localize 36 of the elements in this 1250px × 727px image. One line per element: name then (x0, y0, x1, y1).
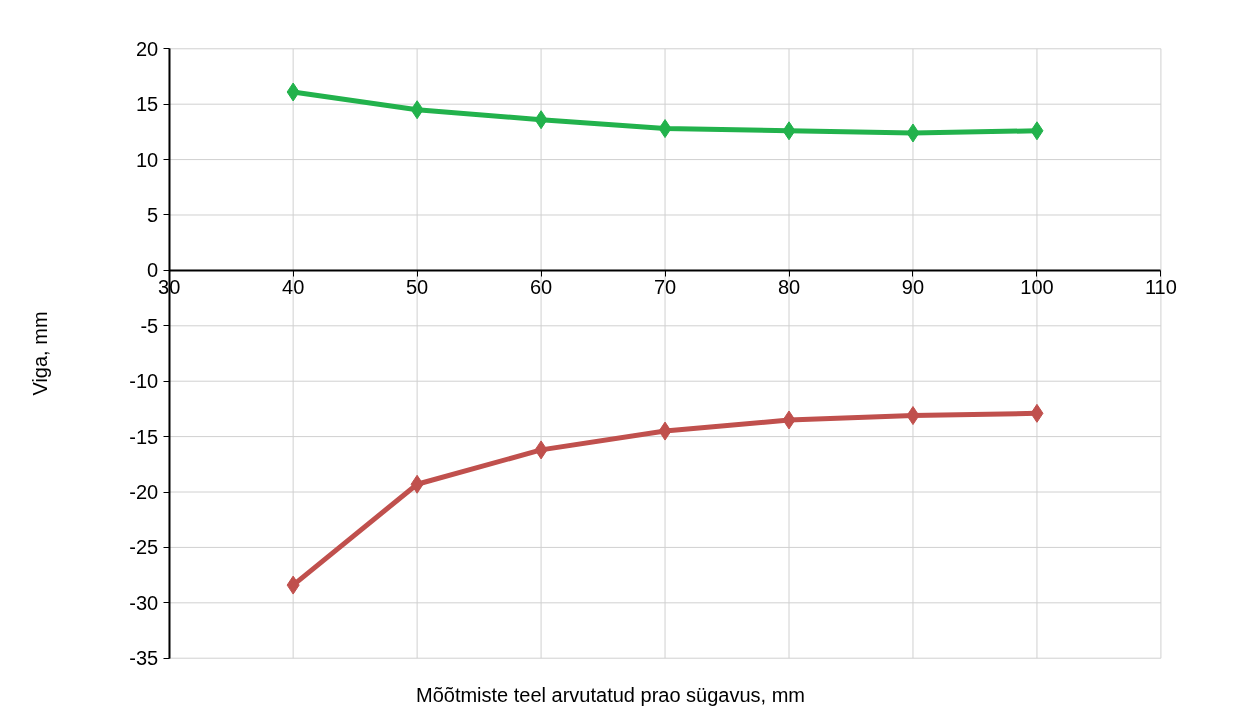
x-tick-label: 50 (405, 276, 429, 299)
point (286, 575, 300, 595)
point (410, 100, 424, 120)
y-tick-label: -15 (129, 425, 159, 448)
point (906, 123, 920, 143)
point (658, 119, 672, 139)
point (906, 406, 920, 426)
y-tick-label: -25 (129, 536, 159, 559)
y-tick-label: 5 (147, 203, 159, 226)
y-tick-label: 20 (135, 37, 159, 60)
y-axis-title: Viga, mm (29, 311, 52, 396)
x-tick-label: 70 (653, 276, 677, 299)
point (658, 421, 672, 441)
x-tick-label: 80 (777, 276, 801, 299)
y-tick-label: -10 (129, 370, 159, 393)
y-tick-label: -20 (129, 481, 159, 504)
y-tick-label: 0 (147, 259, 159, 282)
y-tick-label: 15 (135, 93, 159, 116)
point (1030, 403, 1044, 423)
y-tick-label: -35 (129, 647, 159, 670)
x-tick-label: 90 (901, 276, 925, 299)
x-axis-title: Mõõtmiste teel arvutatud prao sügavus, mm (415, 683, 806, 706)
point (534, 110, 548, 130)
x-tick-label: 60 (529, 276, 553, 299)
x-tick-label: 40 (282, 276, 305, 299)
point (782, 121, 796, 141)
point (286, 82, 300, 102)
point (534, 440, 548, 460)
point (1030, 121, 1044, 141)
x-tick-label: 100 (1020, 276, 1054, 299)
y-tick-label: 10 (135, 148, 159, 171)
y-tick-label: -5 (140, 314, 159, 337)
x-tick-label: 110 (1144, 276, 1177, 299)
point (410, 474, 424, 494)
y-tick-label: -30 (129, 591, 159, 614)
point (782, 410, 796, 430)
